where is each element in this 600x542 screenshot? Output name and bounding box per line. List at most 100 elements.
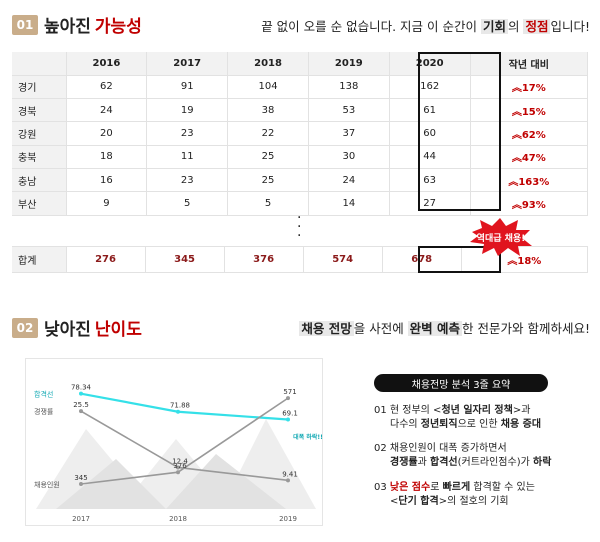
- data-label: 71.88: [170, 402, 190, 410]
- table-cell: 11: [146, 145, 229, 169]
- table-row: 부산 9 5 5 14 27 ︽93%: [12, 191, 589, 216]
- row-label: 강원: [12, 121, 67, 146]
- summary-text: >과: [512, 405, 531, 416]
- section-1-header: 01 높아진 가능성: [12, 12, 142, 37]
- table-cell: 24: [308, 168, 390, 193]
- table-cell: 30: [308, 145, 390, 169]
- row-label: 충북: [12, 145, 67, 169]
- total-cell: 345: [145, 246, 225, 273]
- yoy-value: 93%: [521, 199, 546, 211]
- double-up-icon: ︽: [508, 176, 519, 188]
- table-cell: 16: [66, 168, 148, 193]
- data-point: [79, 409, 83, 414]
- yoy-value: 163%: [518, 176, 550, 188]
- double-up-icon: ︽: [511, 199, 522, 211]
- table-cell: 104: [227, 75, 309, 100]
- x-tick-label: 2017: [72, 515, 90, 523]
- table-row: 경기 62 91 104 138 162 ︽17%: [12, 75, 589, 100]
- summary-text: 03: [374, 482, 390, 493]
- row-label: 충남: [12, 168, 67, 193]
- section-2-tagline: 채용 전망 을 사전에 완벽 예측 한 전문가와 함께하세요!: [299, 318, 590, 337]
- chart-container: 78.34 71.88 69.1 합격선 25.5 12.4 9.41 경쟁률 345 376 57…: [25, 358, 323, 526]
- yoy-value: 15%: [521, 106, 546, 118]
- tagline-text: 한 전문가와 함께하세요!: [462, 321, 590, 336]
- yoy-value: 47%: [521, 153, 546, 165]
- total-row: 합계 276 345 376 574 678 ︽18%: [12, 246, 589, 273]
- double-up-icon: ︽: [511, 83, 522, 95]
- section-title-b: 가능성: [94, 17, 142, 37]
- table-row: 충북 18 11 25 30 44 ︽47%: [12, 145, 589, 169]
- summary-text: 합격할 수 있는: [470, 482, 535, 493]
- double-up-icon: ︽: [511, 153, 522, 165]
- table-cell: 5: [227, 191, 309, 216]
- data-label: 9.41: [282, 470, 298, 478]
- data-point: [176, 465, 180, 470]
- hiring-table: 2016 2017 2018 2019 2020 작년 대비 경기 62 91 104…: [12, 52, 589, 216]
- summary-text: 으로 인한: [457, 419, 501, 430]
- total-cell: 678: [382, 246, 462, 273]
- table-cell: 62: [66, 75, 148, 100]
- burst-text: 역대급 채용!: [477, 232, 526, 244]
- table-cell: 18: [66, 145, 148, 169]
- table-cell: 38: [227, 98, 309, 123]
- tagline-text: 입니다!: [550, 19, 590, 34]
- tagline-text: 을 사전에: [353, 321, 408, 336]
- section-1-tagline: 끝 없이 오를 순 없습니다. 지금 이 순간이 기회 의 정점 입니다!: [261, 16, 590, 35]
- total-yoy: ︽18%: [461, 246, 589, 273]
- x-tick-label: 2019: [279, 515, 297, 523]
- tagline-keyword: 기회: [480, 19, 508, 34]
- table-cell: 22: [227, 121, 309, 146]
- total-label: 합계: [12, 246, 67, 273]
- table-cell: 25: [227, 168, 309, 193]
- table-row: 강원 20 23 22 37 60 ︽62%: [12, 121, 589, 146]
- summary-keyword: 합격선: [430, 457, 458, 468]
- table-header: 2016: [66, 52, 148, 76]
- table-cell: 9: [66, 191, 148, 216]
- tagline-text: 끝 없이 오를 순 없습니다. 지금 이 순간이: [261, 19, 481, 34]
- table-cell: 19: [146, 98, 229, 123]
- data-label: 376: [173, 462, 187, 470]
- table-cell: 5: [146, 191, 229, 216]
- data-label: 12.4: [172, 457, 188, 465]
- total-yoy-value: 18%: [517, 256, 542, 267]
- line-chart: 78.34 71.88 69.1 합격선 25.5 12.4 9.41 경쟁률 345 376 57…: [34, 384, 323, 523]
- data-point: [79, 482, 83, 486]
- summary-text: >의 절호의 기회: [438, 496, 509, 507]
- summary-text: (커트라인점수)가: [457, 457, 533, 468]
- summary-text: <: [390, 496, 399, 507]
- summary-text: 과: [417, 457, 430, 468]
- table-cell: 61: [389, 98, 471, 123]
- section-title-b: 난이도: [94, 320, 142, 340]
- summary-keyword: 청년 일자리 정책: [441, 405, 513, 416]
- summary-keyword: 빠르게: [442, 482, 471, 493]
- total-cell: 574: [303, 246, 383, 273]
- table-row: 충남 16 23 25 24 63 ︽163%: [12, 168, 589, 193]
- data-point: [286, 396, 290, 401]
- table-header-row: 2016 2017 2018 2019 2020 작년 대비: [12, 52, 589, 76]
- table-cell: 23: [146, 121, 229, 146]
- summary-keyword: 경쟁률: [390, 457, 418, 468]
- table-header: 2017: [146, 52, 229, 76]
- tagline-keyword: 완벽 예측: [407, 321, 463, 336]
- data-label: 69.1: [282, 410, 298, 418]
- tagline-highlight: 정점: [523, 19, 551, 34]
- table-cell: 37: [308, 121, 390, 146]
- x-tick-label: 2018: [169, 515, 187, 523]
- summary-text: 다수의: [390, 419, 421, 430]
- ellipsis-icon: · · ·: [297, 210, 302, 244]
- data-point: [176, 470, 180, 475]
- table-cell: 25: [227, 145, 309, 169]
- data-point: [79, 391, 83, 396]
- table-cell: 162: [389, 75, 471, 100]
- summary-text: 02 채용인원이 대폭 증가하면서: [374, 443, 507, 454]
- burst-badge-icon: 역대급 채용!: [470, 218, 532, 256]
- data-label: 25.5: [73, 401, 89, 409]
- section-number: 02: [12, 317, 38, 338]
- summary-keyword: 낮은 점수: [389, 482, 431, 493]
- table-cell: 60: [389, 121, 471, 146]
- section-number: 01: [12, 14, 38, 35]
- table-header: 2019: [308, 52, 390, 76]
- total-cell: 376: [224, 246, 304, 273]
- data-label: 78.34: [71, 384, 92, 392]
- summary-text: 로: [430, 482, 443, 493]
